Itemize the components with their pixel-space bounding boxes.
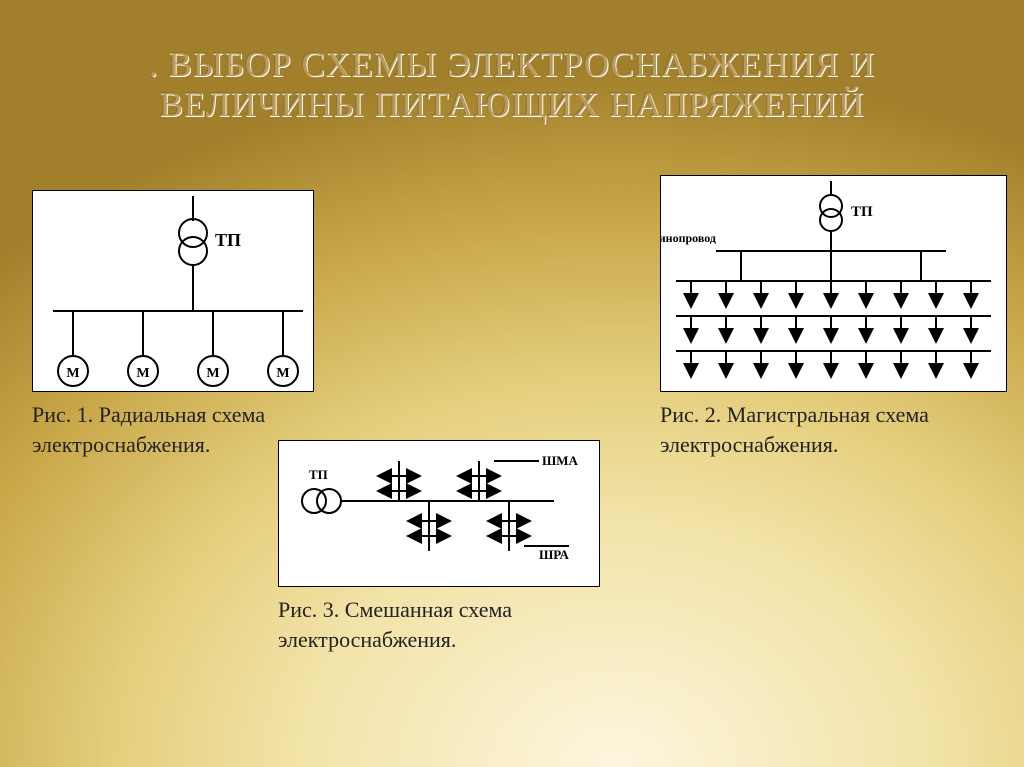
fig1-caption: Рис. 1. Радиальная схема электроснабжени… <box>32 400 292 459</box>
title-line1: . ВЫБОР СХЕМЫ ЭЛЕКТРОСНАБЖЕНИЯ И <box>149 45 875 84</box>
fig3-shma-label: ШМА <box>542 453 579 468</box>
fig2-row2-arrows <box>691 316 971 336</box>
fig2-svg: ТП Шинопровод <box>661 176 1006 391</box>
fig1-m3: М <box>206 366 219 381</box>
fig3-tp-label: ТП <box>309 467 328 482</box>
fig3-shra-label: ШРА <box>539 547 570 562</box>
fig2-tp-label: ТП <box>851 204 873 220</box>
fig3-panel: ТП ШМА ШРА <box>278 440 600 587</box>
fig1-m4: М <box>276 366 289 381</box>
slide-title: . ВЫБОР СХЕМЫ ЭЛЕКТРОСНАБЖЕНИЯ И ВЕЛИЧИН… <box>0 45 1024 126</box>
fig2-row3-arrows <box>691 351 971 371</box>
title-line2: ВЕЛИЧИНЫ ПИТАЮЩИХ НАПРЯЖЕНИЙ <box>160 85 865 124</box>
fig2-bus-label: Шинопровод <box>661 231 716 245</box>
fig1-m1: М <box>66 366 79 381</box>
fig3-svg: ТП ШМА ШРА <box>279 441 599 586</box>
fig2-row1-arrows <box>691 281 971 301</box>
fig3-caption: Рис. 3. Смешанная схема электроснабжения… <box>278 595 618 654</box>
fig1-tp-label: ТП <box>215 230 241 250</box>
fig1-panel: ТП М М М М <box>32 190 314 392</box>
fig1-svg: ТП М М М М <box>33 191 313 391</box>
fig2-panel: ТП Шинопровод <box>660 175 1007 392</box>
fig1-m2: М <box>136 366 149 381</box>
fig2-caption: Рис. 2. Магистральная схема электроснабж… <box>660 400 980 459</box>
